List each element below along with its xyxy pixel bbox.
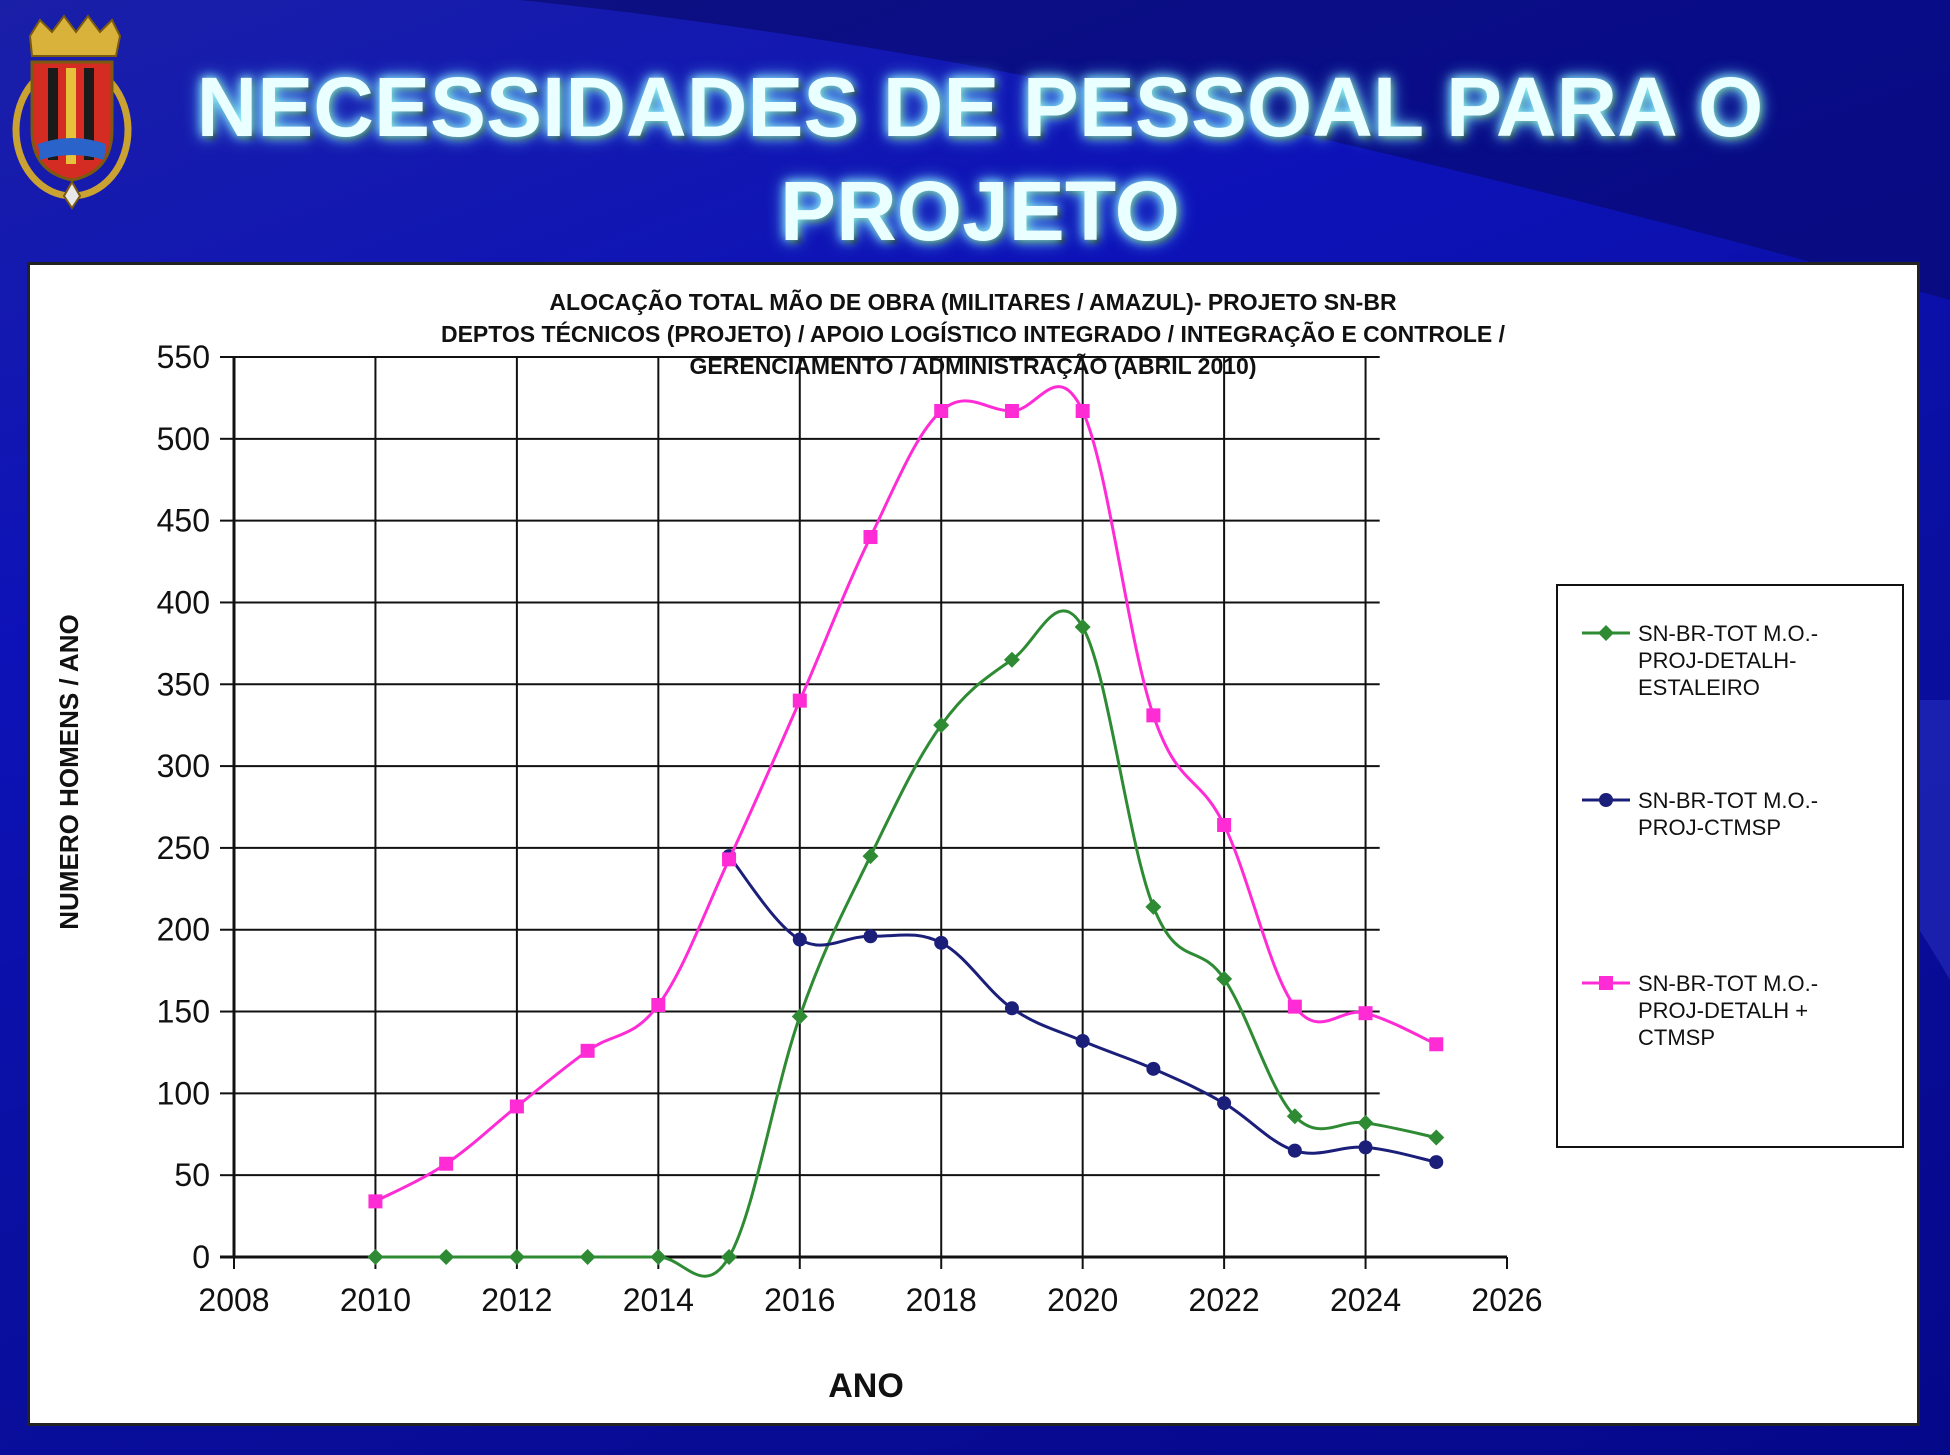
data-point-series-1 [650, 1249, 667, 1265]
data-point-series-2 [1146, 1061, 1161, 1076]
y-tick-label: 50 [174, 1157, 210, 1193]
slide-title: NECESSIDADES DE PESSOAL PARA O PROJETO [196, 60, 1764, 258]
data-point-series-1 [1286, 1108, 1303, 1125]
legend-swatch-marker [1598, 625, 1614, 641]
data-point-series-3 [439, 1156, 454, 1171]
navy-emblem-logo [12, 14, 132, 210]
data-point-series-1 [1216, 970, 1233, 987]
data-point-series-1 [1003, 651, 1020, 668]
legend-label: ESTALEIRO [1638, 675, 1760, 700]
legend-label: PROJ-DETALH + [1638, 998, 1808, 1023]
data-point-series-2 [1217, 1096, 1232, 1111]
y-tick-label: 450 [157, 503, 210, 539]
data-point-series-3 [792, 693, 807, 708]
data-point-series-1 [1074, 619, 1091, 635]
series-line-1 [375, 609, 1437, 1278]
line-chart: ALOCAÇÃO TOTAL MÃO DE OBRA (MILITARES / … [54, 288, 1904, 1405]
data-point-series-2 [934, 935, 949, 950]
legend-label: PROJ-CTMSP [1638, 815, 1781, 840]
y-tick-label: 0 [192, 1239, 210, 1275]
data-point-series-2 [1287, 1143, 1302, 1158]
legend-label: CTMSP [1638, 1025, 1715, 1050]
series-lines [367, 385, 1445, 1278]
y-tick-label: 200 [157, 912, 210, 948]
x-tick-label: 2018 [906, 1282, 977, 1318]
data-point-series-3 [1004, 404, 1019, 418]
data-point-series-1 [508, 1249, 525, 1265]
data-point-series-2 [1075, 1034, 1090, 1048]
legend-label: SN-BR-TOT M.O.- [1638, 621, 1818, 646]
data-point-series-1 [862, 848, 879, 865]
data-point-series-3 [863, 530, 878, 544]
axes: 0 50 100 150 200 250 300 350 400 450 500 550 2008 201… [157, 339, 1543, 1318]
data-point-series-1 [438, 1249, 455, 1265]
data-point-series-1 [933, 717, 950, 734]
data-point-series-1 [1357, 1114, 1374, 1131]
x-tick-label: 2014 [623, 1282, 694, 1318]
data-point-series-1 [721, 1249, 738, 1265]
data-point-series-3 [1429, 1037, 1444, 1052]
data-point-series-3 [651, 998, 666, 1012]
legend-swatch-marker [1599, 976, 1613, 990]
y-tick-label: 500 [157, 421, 210, 457]
data-point-series-2 [863, 929, 878, 944]
y-tick-label: 300 [157, 748, 210, 784]
data-point-series-3 [1358, 1006, 1373, 1021]
data-point-series-2 [1004, 1001, 1019, 1016]
data-point-series-1 [1428, 1129, 1445, 1146]
x-tick-label: 2012 [481, 1282, 552, 1318]
data-point-series-3 [934, 404, 949, 418]
data-point-series-3 [368, 1194, 383, 1209]
data-point-series-3 [1217, 818, 1232, 832]
data-point-series-2 [1429, 1155, 1444, 1170]
x-tick-label: 2010 [340, 1282, 411, 1318]
legend-label: PROJ-DETALH- [1638, 648, 1797, 673]
legend-label: SN-BR-TOT M.O.- [1638, 971, 1818, 996]
data-point-series-3 [722, 852, 737, 867]
legend-swatch-marker [1599, 793, 1613, 807]
grid [234, 356, 1380, 1257]
legend-box [1556, 584, 1904, 1148]
data-point-series-3 [1146, 708, 1161, 723]
data-point-series-1 [367, 1249, 384, 1265]
y-tick-label: 550 [157, 339, 210, 375]
y-tick-label: 150 [157, 994, 210, 1030]
y-tick-label: 350 [157, 666, 210, 702]
y-tick-label: 250 [157, 830, 210, 866]
data-point-series-2 [792, 932, 807, 947]
y-axis-title: NUMERO HOMENS / ANO [54, 614, 84, 929]
data-point-series-1 [579, 1249, 596, 1265]
y-tick-label: 100 [157, 1075, 210, 1111]
data-point-series-1 [1145, 898, 1162, 915]
x-tick-label: 2016 [764, 1282, 835, 1318]
legend-label: SN-BR-TOT M.O.- [1638, 788, 1818, 813]
x-axis-title: ANO [828, 1367, 904, 1405]
data-point-series-3 [1075, 404, 1090, 418]
data-point-series-3 [580, 1043, 595, 1058]
legend: SN-BR-TOT M.O.-PROJ-DETALH-ESTALEIROSN-B… [1556, 584, 1904, 1148]
chart-title: ALOCAÇÃO TOTAL MÃO DE OBRA (MILITARES / … [441, 288, 1506, 379]
chart-title-line-1: ALOCAÇÃO TOTAL MÃO DE OBRA (MILITARES / … [549, 288, 1397, 315]
series-line-3 [374, 385, 1437, 1203]
data-point-series-3 [1287, 999, 1302, 1014]
x-tick-label: 2008 [198, 1282, 269, 1318]
x-tick-label: 2020 [1047, 1282, 1118, 1318]
x-tick-label: 2022 [1189, 1282, 1260, 1318]
x-tick-label: 2024 [1330, 1282, 1401, 1318]
data-point-series-2 [1358, 1140, 1373, 1155]
data-point-series-3 [509, 1099, 524, 1114]
x-tick-label: 2026 [1471, 1282, 1542, 1318]
y-tick-label: 400 [157, 584, 210, 620]
chart-title-line-2: DEPTOS TÉCNICOS (PROJETO) / APOIO LOGÍST… [441, 320, 1506, 347]
chart-panel: ALOCAÇÃO TOTAL MÃO DE OBRA (MILITARES / … [27, 262, 1920, 1426]
data-point-series-1 [791, 1008, 808, 1025]
